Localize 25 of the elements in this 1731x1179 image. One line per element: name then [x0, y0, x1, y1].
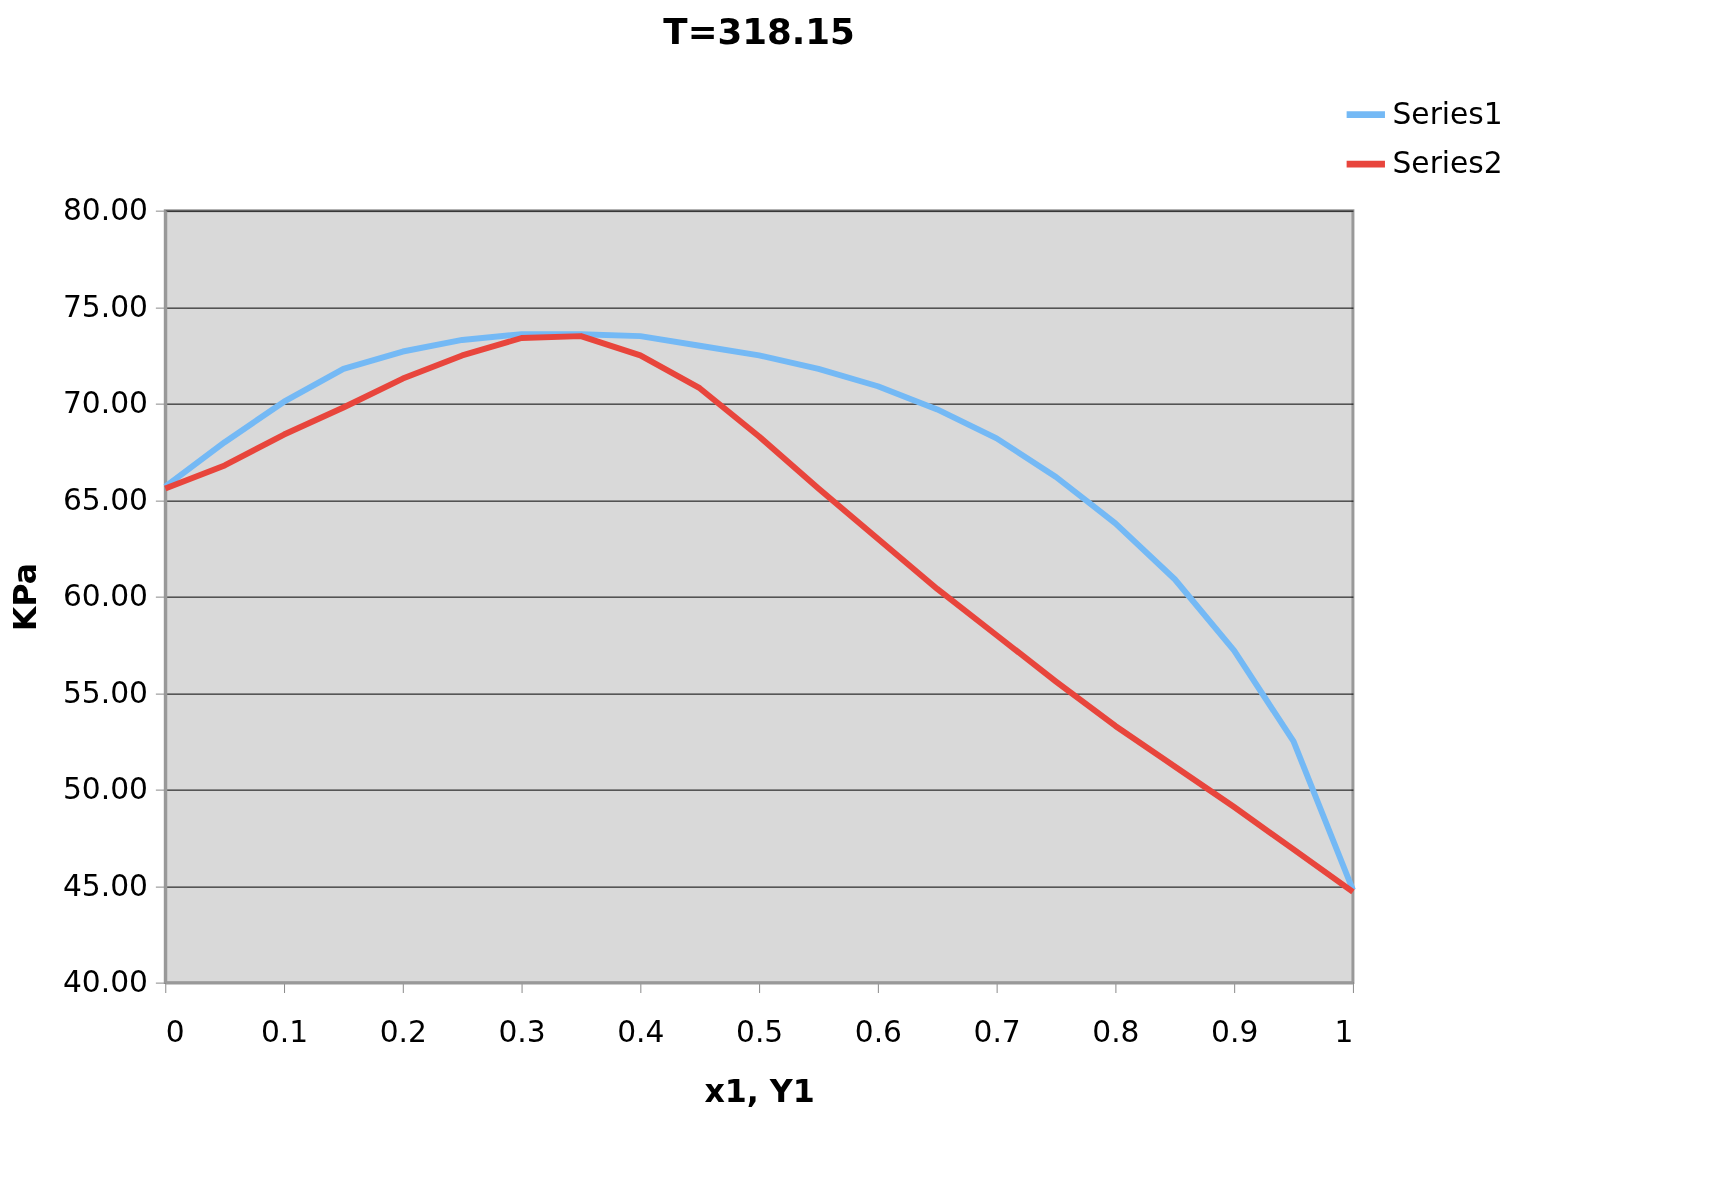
x-tick-label: 0.2 — [379, 1013, 427, 1049]
y-tick-label: 55.00 — [62, 674, 148, 710]
y-tick-label: 80.00 — [62, 192, 148, 228]
y-tick-label: 65.00 — [62, 481, 148, 517]
x-tick-label: 0.6 — [854, 1013, 902, 1049]
x-tick-label: 0.1 — [260, 1013, 309, 1049]
x-tick-label: 0.9 — [1211, 1013, 1259, 1049]
x-tick-label: 0 — [165, 1013, 185, 1049]
y-tick-label: 70.00 — [62, 385, 148, 421]
x-tick-label: 1 — [1334, 1013, 1354, 1049]
y-tick-label: 45.00 — [62, 867, 148, 903]
y-tick-label: 50.00 — [62, 771, 148, 807]
x-tick-label: 0.7 — [973, 1013, 1021, 1049]
x-tick-label: 0.5 — [735, 1013, 784, 1049]
y-axis-title: KPa — [7, 563, 44, 632]
legend-label: Series2 — [1392, 145, 1503, 181]
legend-label: Series1 — [1392, 95, 1503, 131]
x-tick-label: 0.8 — [1092, 1013, 1140, 1049]
x-tick-label: 0.3 — [498, 1013, 546, 1049]
x-axis-title: x1, Y1 — [704, 1072, 815, 1109]
chart-title: T=318.15 — [663, 11, 855, 53]
y-tick-label: 60.00 — [62, 578, 148, 614]
y-tick-label: 75.00 — [62, 288, 148, 324]
x-tick-label: 0.4 — [617, 1013, 665, 1049]
y-tick-label: 40.00 — [62, 964, 148, 1000]
